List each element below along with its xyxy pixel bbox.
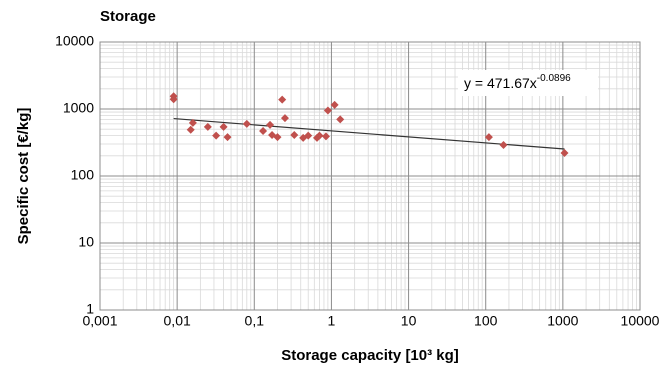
y-axis-label: Specific cost [€/kg]	[15, 108, 32, 245]
data-point	[186, 125, 195, 134]
x-tick-label: 1000	[547, 313, 578, 329]
data-point	[336, 115, 345, 124]
x-tick-label: 0,01	[164, 313, 191, 329]
data-point	[212, 131, 221, 140]
data-point	[219, 122, 228, 131]
x-tick-label: 100	[474, 313, 498, 329]
data-point	[266, 120, 275, 129]
data-point	[203, 122, 212, 131]
trendline	[173, 117, 565, 150]
trendline-equation: y = 471.67x-0.0896	[464, 73, 571, 91]
equation-base: y = 471.67x	[464, 75, 537, 91]
data-point	[278, 95, 287, 104]
data-point	[223, 133, 232, 142]
data-point	[280, 114, 289, 123]
plot-border	[99, 41, 641, 311]
x-tick-label: 10	[401, 313, 417, 329]
data-point	[484, 133, 493, 142]
data-point	[499, 141, 508, 150]
data-point	[321, 132, 330, 141]
x-tick-label: 0,001	[82, 313, 117, 329]
x-tick-label: 10000	[621, 313, 660, 329]
y-tick-label: 10000	[55, 33, 94, 49]
y-tick-label: 1000	[63, 100, 94, 116]
data-point	[304, 131, 313, 140]
annotation-box	[458, 70, 598, 96]
data-point	[330, 100, 339, 109]
data-point	[259, 126, 268, 135]
data-point	[242, 119, 251, 128]
data-point	[290, 130, 299, 139]
chart-title: Storage	[100, 8, 156, 25]
equation-exponent: -0.0896	[537, 73, 571, 84]
x-tick-label: 0,1	[245, 313, 265, 329]
data-point	[323, 106, 332, 115]
y-tick-label: 10	[78, 234, 94, 250]
data-point	[169, 95, 178, 104]
x-tick-label: 1	[328, 313, 336, 329]
data-point	[315, 131, 324, 140]
data-point	[560, 149, 569, 158]
data-point	[188, 118, 197, 127]
x-axis-label: Storage capacity [10³ kg]	[281, 347, 459, 364]
y-tick-label: 100	[71, 167, 95, 183]
data-point	[273, 133, 282, 142]
y-tick-label: 1	[86, 301, 94, 317]
